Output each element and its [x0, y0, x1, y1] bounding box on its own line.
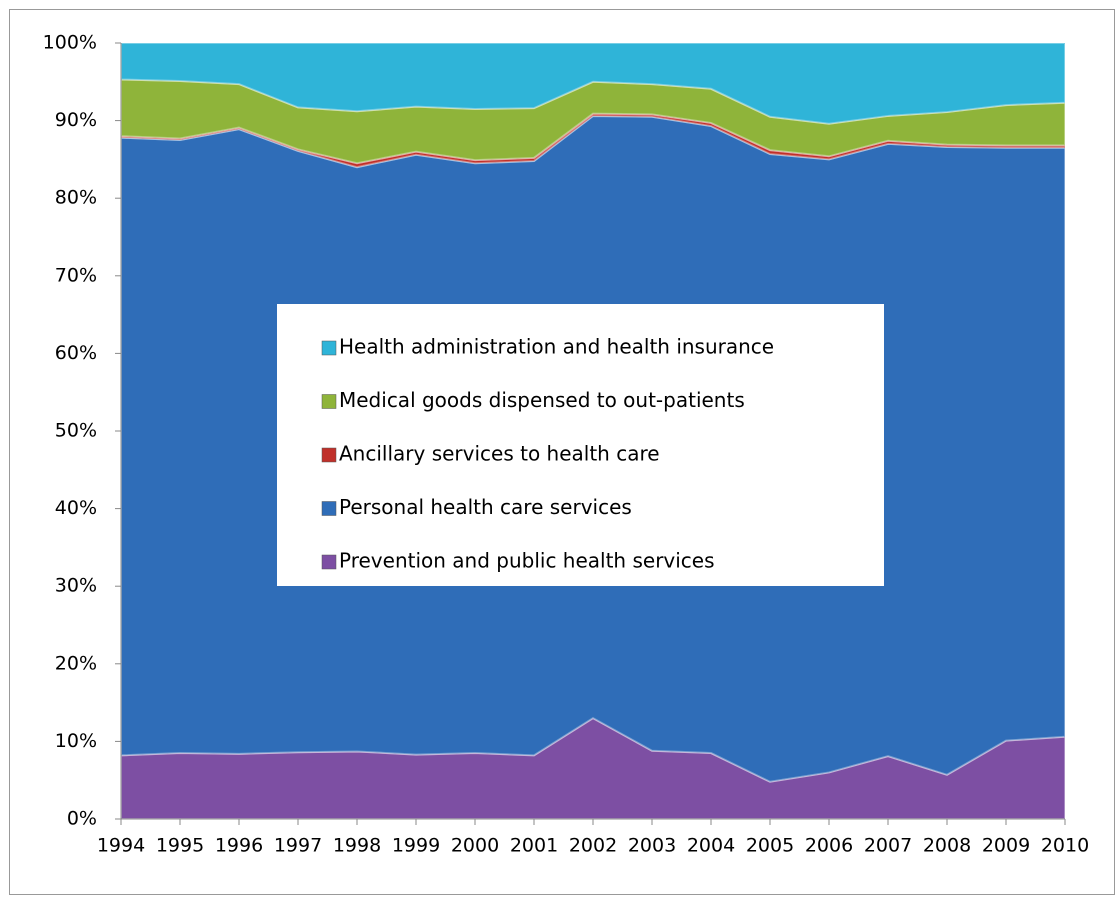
- x-tick-label: 1995: [156, 835, 204, 857]
- legend-swatch: [321, 340, 337, 356]
- legend-swatch: [321, 554, 337, 570]
- x-tick-label: 1996: [215, 835, 263, 857]
- y-tick-label: 80%: [55, 187, 97, 209]
- y-tick-label: 0%: [67, 808, 97, 830]
- area: [120, 112, 1066, 169]
- legend-label: Medical goods dispensed to out-patients: [339, 388, 745, 412]
- y-tick-label: 20%: [55, 652, 97, 674]
- x-tick-label: 2001: [510, 835, 558, 857]
- y-tick-label: 100%: [43, 32, 97, 54]
- y-tick-label: 10%: [55, 730, 97, 752]
- x-tick-label: 2009: [982, 835, 1030, 857]
- x-tick-label: 2005: [746, 835, 794, 857]
- x-tick-label: 2004: [687, 835, 735, 857]
- x-tick-label: 2002: [569, 835, 617, 857]
- y-tick-label: 50%: [55, 420, 97, 442]
- x-tick-label: 2003: [628, 835, 676, 857]
- legend-label: Health administration and health insuran…: [339, 335, 774, 359]
- x-tick-label: 1997: [274, 835, 322, 857]
- x-tick-label: 2006: [805, 835, 853, 857]
- legend-swatch: [321, 501, 337, 516]
- x-tick-label: 1994: [97, 835, 145, 857]
- area: [120, 42, 1066, 125]
- y-tick-label: 70%: [55, 264, 97, 286]
- x-tick-label: 2007: [864, 835, 912, 857]
- legend-label: Ancillary services to health care: [339, 442, 660, 466]
- x-tick-label: 2000: [451, 835, 499, 857]
- y-tick-label: 30%: [55, 575, 97, 597]
- x-tick-label: 2010: [1041, 835, 1089, 857]
- legend-label: Personal health care services: [339, 495, 632, 519]
- x-tick-label: 1998: [333, 835, 381, 857]
- x-tick-label: 2008: [923, 835, 971, 857]
- axes: 0% 10% 20% 30% 40% 50% 60% 70% 80% 90% 100% 1994 199…: [43, 32, 1090, 857]
- legend-box: [277, 304, 884, 586]
- y-tick-label: 60%: [55, 342, 97, 364]
- legend-swatch: [321, 447, 337, 463]
- y-tick-label: 90%: [55, 109, 97, 131]
- y-tick-label: 40%: [55, 497, 97, 519]
- legend-swatch: [321, 394, 337, 409]
- x-tick-label: 1999: [392, 835, 440, 857]
- legend-label: Prevention and public health services: [339, 549, 715, 573]
- legend: Health administration and health insuran…: [277, 304, 884, 586]
